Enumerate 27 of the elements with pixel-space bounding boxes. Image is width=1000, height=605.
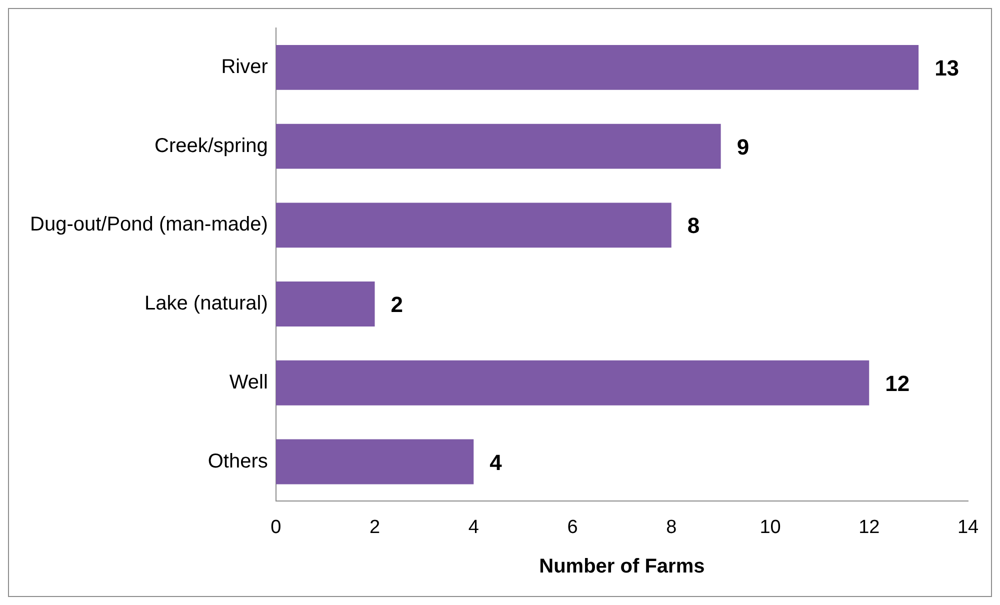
data-label: 2 <box>390 292 404 318</box>
y-tick-label: Others <box>208 450 268 472</box>
y-tick-label: Dug-out/Pond (man-made) <box>30 214 268 236</box>
bar <box>276 44 919 90</box>
bar <box>276 124 721 169</box>
y-tick-label: Creek/spring <box>154 134 268 157</box>
bar <box>276 282 375 327</box>
x-tick-label: 10 <box>760 516 781 538</box>
x-tick-label: 12 <box>858 516 880 538</box>
bar <box>276 439 474 484</box>
x-axis-title: Number of Farms <box>539 556 705 578</box>
x-tick-label: 2 <box>369 516 380 538</box>
x-tick-label: 14 <box>957 516 979 538</box>
data-label: 13 <box>934 55 960 80</box>
y-tick-label: River <box>221 56 268 78</box>
x-tick-label: 8 <box>666 516 677 538</box>
data-label: 12 <box>885 370 910 396</box>
data-label: 9 <box>736 134 750 160</box>
x-tick-label: 0 <box>270 516 282 538</box>
bar <box>276 360 870 406</box>
bar <box>276 202 672 248</box>
data-label: 8 <box>687 213 700 238</box>
y-tick-label: Lake (natural) <box>144 292 268 315</box>
y-tick-label: Well <box>229 371 268 394</box>
x-tick-label: 6 <box>567 516 578 538</box>
x-tick-label: 4 <box>468 516 480 538</box>
data-label: 4 <box>490 450 503 475</box>
